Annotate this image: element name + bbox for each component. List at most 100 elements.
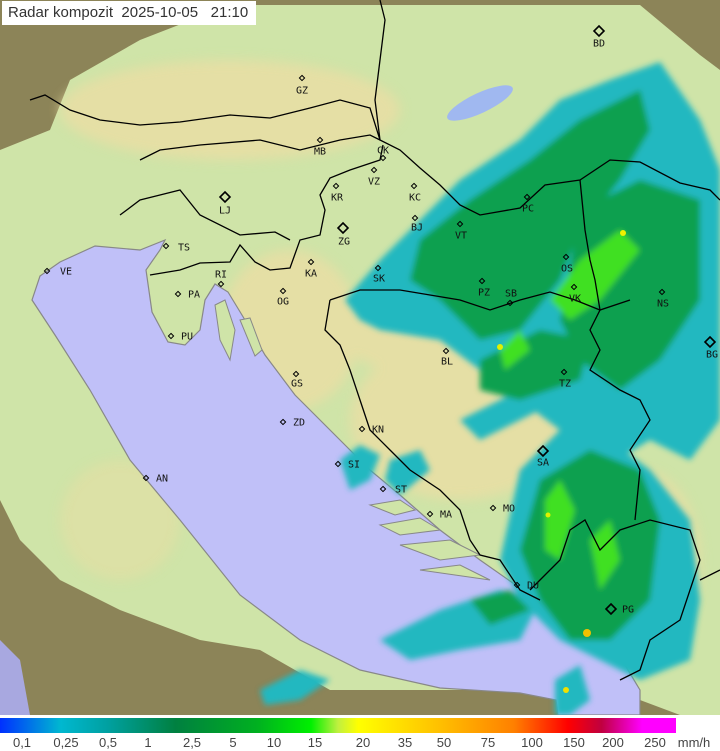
city-vt: VT	[455, 220, 467, 242]
city-vz: VZ	[368, 166, 380, 188]
city-kn: KN	[358, 425, 384, 436]
city-pz: PZ	[478, 277, 490, 299]
city-pg: PG	[604, 602, 634, 616]
city-markers: BD GZ MB CK VZ KR KC LJ ZG BJ VT PC TS VE RI KA SK OS PA OG…	[43, 24, 718, 616]
rain-cores	[497, 230, 626, 693]
city-label: PZ	[478, 288, 490, 299]
city-sa: SA	[536, 444, 550, 469]
legend-tick-label: 100	[521, 735, 543, 750]
city-vk: VK	[569, 283, 581, 305]
city-label: SK	[373, 274, 385, 285]
city-pa: PA	[174, 290, 200, 301]
city-bl: BL	[441, 347, 453, 368]
city-marker-icon	[379, 154, 387, 162]
city-bg: BG	[703, 335, 718, 361]
city-marker-icon	[426, 510, 434, 518]
city-label: ST	[395, 485, 407, 496]
city-gs: GS	[291, 370, 303, 390]
legend-tick-label: 2,5	[182, 735, 202, 750]
city-kr: KR	[331, 182, 344, 204]
city-label: VK	[569, 294, 581, 305]
lake-balaton	[447, 85, 513, 121]
city-sk: SK	[373, 264, 385, 285]
city-marker-icon	[334, 460, 342, 468]
city-label: VT	[455, 231, 467, 242]
legend-tick-label: 0,25	[53, 735, 79, 750]
city-ns: NS	[657, 288, 669, 310]
city-marker-icon	[523, 193, 531, 201]
legend-color-scale	[0, 718, 676, 733]
city-marker-icon	[162, 242, 170, 250]
city-marker-icon	[174, 290, 182, 298]
city-sb: SB	[505, 289, 517, 307]
city-marker-icon	[142, 474, 150, 482]
title-text: Radar kompozit	[8, 4, 114, 21]
legend-tick-label: 200	[602, 735, 624, 750]
outside-coverage-bottom-left	[0, 560, 330, 715]
city-marker-icon	[478, 277, 486, 285]
city-label: SA	[537, 458, 549, 469]
city-label: ZD	[293, 418, 305, 429]
city-marker-icon	[506, 299, 514, 307]
city-marker-icon	[592, 24, 606, 38]
city-pc: PC	[522, 193, 534, 215]
city-zg: ZG	[336, 221, 350, 248]
legend-tick-label: 75	[480, 735, 496, 750]
city-marker-icon	[316, 136, 324, 144]
city-du: DU	[513, 581, 539, 592]
city-marker-icon	[370, 166, 378, 174]
legend-tick-label: 10	[266, 735, 282, 750]
city-bj: BJ	[411, 214, 423, 234]
city-marker-icon	[562, 253, 570, 261]
city-label: ZG	[338, 237, 350, 248]
city-marker-icon	[489, 504, 497, 512]
city-bd: BD	[592, 24, 606, 50]
city-si: SI	[334, 460, 360, 471]
city-gz: GZ	[296, 74, 308, 97]
city-marker-icon	[442, 347, 450, 355]
city-label: VZ	[368, 177, 380, 188]
city-marker-icon	[298, 74, 306, 82]
legend-tick-label: 50	[436, 735, 452, 750]
city-marker-icon	[536, 444, 550, 458]
city-marker-icon	[336, 221, 350, 235]
legend-tick-label: 250	[644, 735, 666, 750]
city-marker-icon	[379, 485, 387, 493]
city-label: KR	[331, 193, 344, 204]
legend-tick-label: 0,1	[12, 735, 32, 750]
city-marker-icon	[604, 602, 618, 616]
city-marker-icon	[332, 182, 340, 190]
city-ri: RI	[215, 270, 227, 288]
city-marker-icon	[218, 190, 232, 204]
city-marker-icon	[410, 182, 418, 190]
city-marker-icon	[358, 425, 366, 433]
legend-tick-label: 150	[563, 735, 585, 750]
city-label: NS	[657, 299, 669, 310]
city-label: MA	[440, 510, 452, 521]
city-label: BJ	[411, 223, 423, 234]
city-label: OG	[277, 297, 289, 308]
city-label: KN	[372, 425, 384, 436]
city-marker-icon	[167, 332, 175, 340]
legend-tick-label: 0,5	[98, 735, 118, 750]
city-label: AN	[156, 474, 168, 485]
city-marker-icon	[658, 288, 666, 296]
city-label: KC	[409, 193, 421, 204]
legend-unit: mm/h	[677, 735, 711, 750]
city-label: PC	[522, 204, 534, 215]
tyrrhenian-sea	[0, 640, 30, 715]
city-marker-icon	[560, 368, 568, 376]
city-og: OG	[277, 287, 289, 308]
legend-tick-label: 20	[355, 735, 371, 750]
city-label: BL	[441, 357, 453, 368]
city-tz: TZ	[559, 368, 571, 390]
city-marker-icon	[307, 258, 315, 266]
city-kc: KC	[409, 182, 421, 204]
city-ma: MA	[426, 510, 452, 521]
city-label: MB	[314, 147, 326, 158]
city-zd: ZD	[279, 418, 305, 429]
city-label: MO	[503, 504, 515, 515]
city-marker-icon	[456, 220, 464, 228]
city-ka: KA	[305, 258, 317, 280]
rain-echoes	[260, 62, 720, 715]
